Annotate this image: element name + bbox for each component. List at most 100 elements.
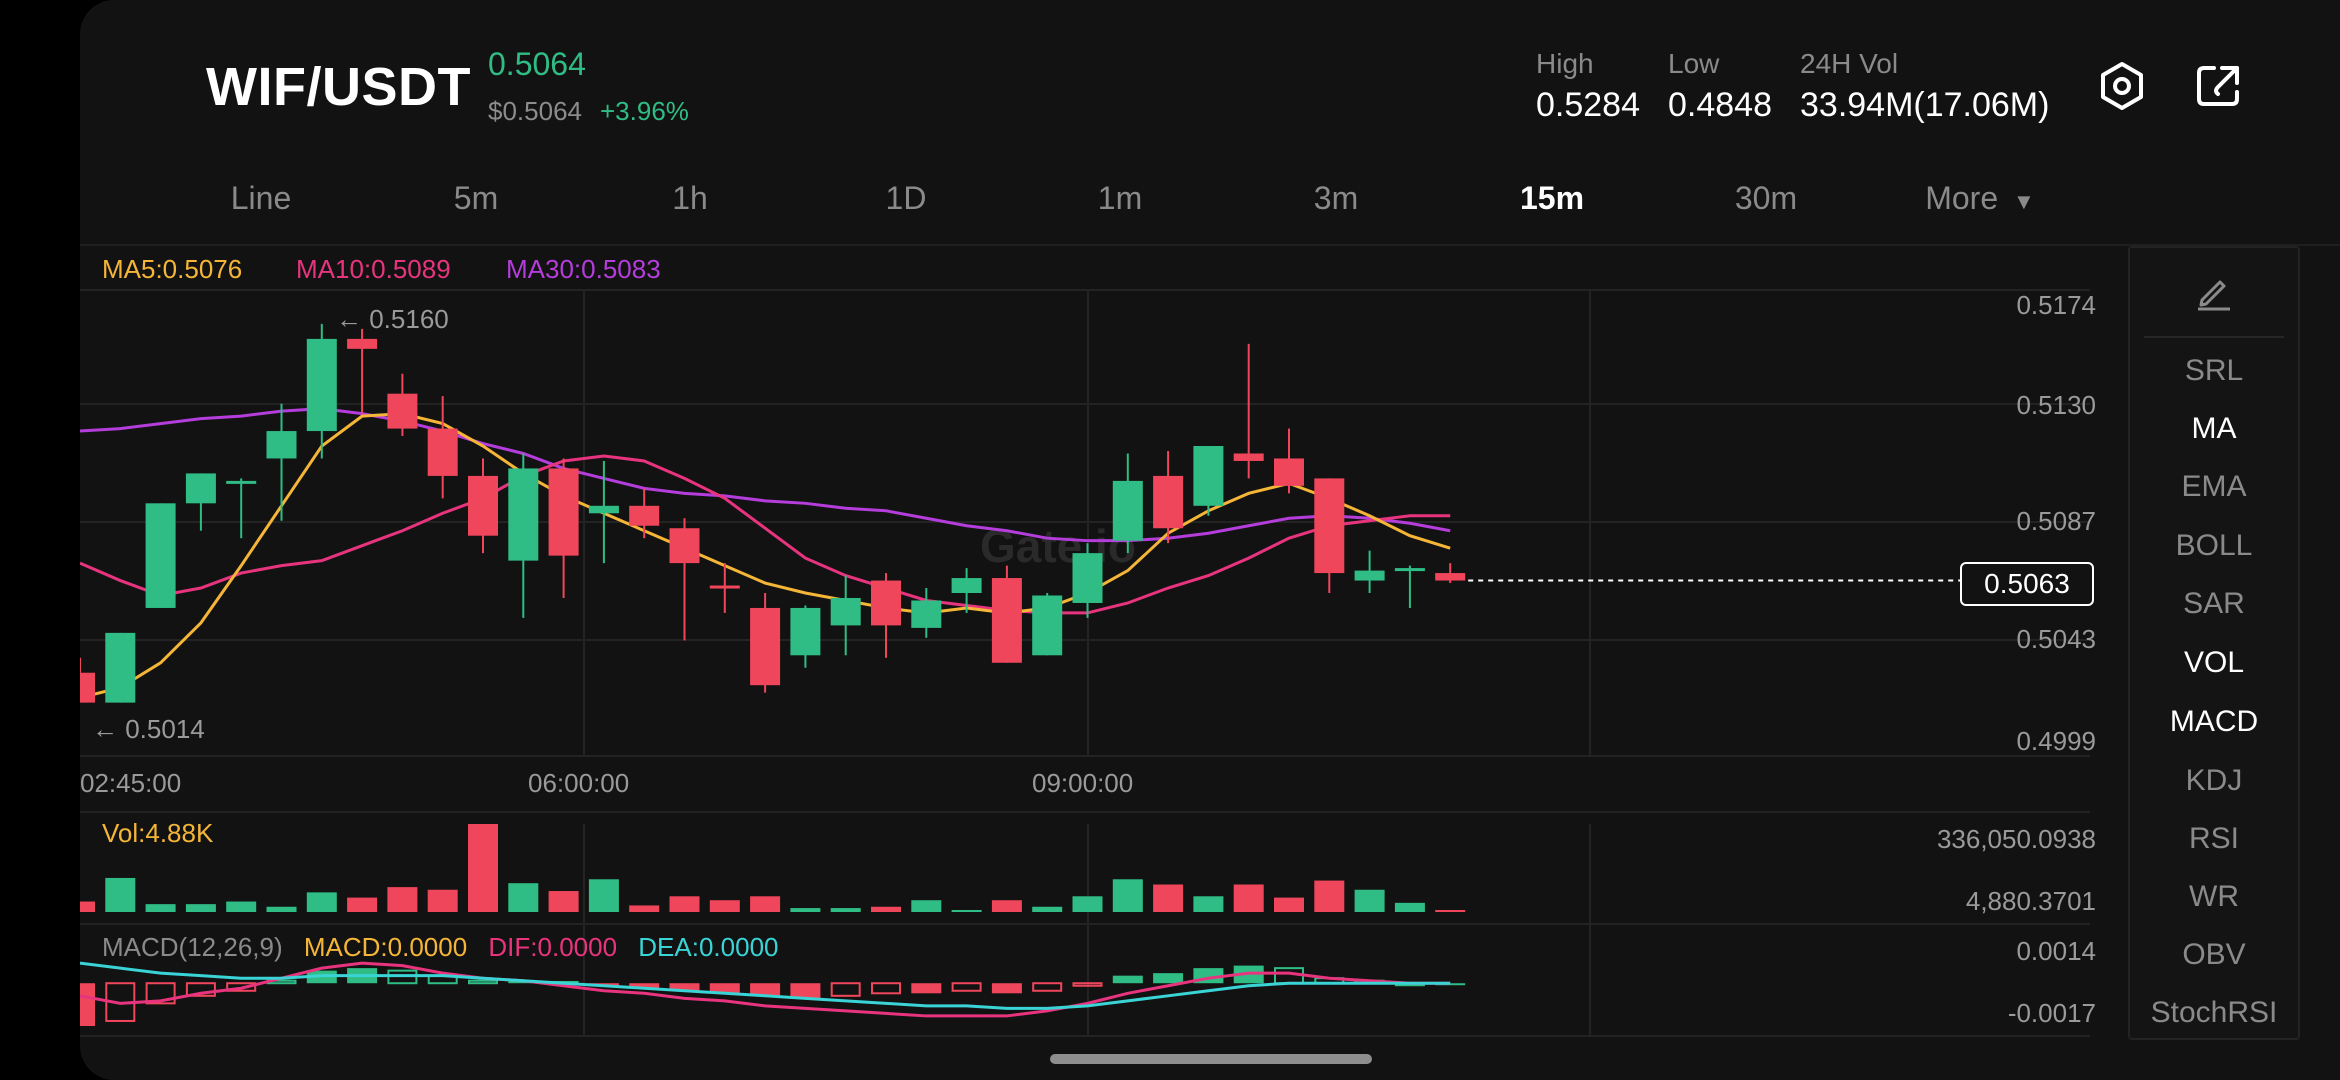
- macd-max-label: 0.0014: [2016, 936, 2096, 966]
- macd-hist-bar: [991, 983, 1022, 994]
- ma5-legend-text: MA5:0.5076: [102, 254, 243, 284]
- volume-bar: [508, 883, 539, 912]
- share-icon[interactable]: [2192, 60, 2244, 112]
- dea-line: [80, 961, 1451, 1010]
- change-percent: +3.96%: [600, 96, 689, 126]
- app-screen: WIF/USDT 0.5064 $0.5064 +3.96% High 0.52…: [80, 0, 2340, 1080]
- candle-body: [1274, 458, 1304, 486]
- time-tick-label: 02:45:00: [80, 768, 182, 798]
- tab-30m[interactable]: 30m: [1734, 180, 1798, 216]
- watermark: Gate.io: [980, 520, 1136, 572]
- indicator-boll[interactable]: BOLL: [2175, 529, 2253, 562]
- tab-3m[interactable]: 3m: [1313, 180, 1359, 216]
- candle-body: [1153, 475, 1184, 529]
- candle-body: [145, 503, 176, 608]
- candle-body: [1032, 595, 1063, 656]
- candle-body: [1354, 570, 1385, 581]
- tab-1h[interactable]: 1h: [672, 180, 708, 216]
- volume-bar: [468, 824, 498, 912]
- volume-bar: [750, 896, 781, 912]
- candle-body: [1112, 480, 1143, 541]
- macd-hist-bar: [750, 983, 781, 996]
- tab-15m[interactable]: 15m: [1519, 180, 1585, 216]
- macd-hist-bar: [629, 983, 660, 989]
- pair-title[interactable]: WIF/USDT: [206, 57, 471, 117]
- candle-body: [991, 578, 1022, 663]
- home-indicator[interactable]: [1050, 1054, 1372, 1064]
- macd-hist-bar: [226, 982, 257, 992]
- macd-params: MACD(12,26,9): [102, 932, 283, 962]
- tab-more[interactable]: More ▼: [1925, 180, 2035, 217]
- indicator-kdj[interactable]: KDJ: [2185, 764, 2243, 797]
- tab-line[interactable]: Line: [230, 180, 292, 216]
- volume-legend: Vol:4.88K: [102, 818, 214, 848]
- volume-bar: [105, 877, 136, 912]
- candle-body: [306, 338, 337, 432]
- candle-body: [226, 480, 257, 484]
- candle-body: [1435, 573, 1466, 581]
- candle-body: [709, 585, 740, 589]
- macd-hist-bar: [911, 983, 942, 994]
- tab-1d[interactable]: 1D: [885, 180, 927, 216]
- candle-body: [185, 473, 216, 504]
- candle-body: [548, 468, 579, 556]
- macd-hist-bar: [80, 983, 95, 1026]
- timeframe-bar: Line 5m 1h 1D 1m 3m 15m 30m More ▼: [80, 160, 2340, 246]
- low-label: Low: [1668, 48, 1720, 79]
- indicator-macd[interactable]: MACD: [2169, 705, 2259, 738]
- volume-bar: [1394, 902, 1425, 912]
- high-label: High: [1536, 48, 1594, 79]
- ma10-legend: MA10:0.5089: [296, 254, 451, 285]
- kline-chart[interactable]: Gate.io: [80, 0, 2340, 1080]
- settings-hex-icon[interactable]: [2096, 60, 2148, 112]
- candle-body: [871, 580, 901, 626]
- panel-divider: [2144, 336, 2284, 338]
- time-tick-label: 06:00:00: [528, 768, 630, 798]
- indicator-wr[interactable]: WR: [2189, 880, 2239, 913]
- pencil-draw-icon[interactable]: [2130, 268, 2298, 320]
- volume-bar: [226, 901, 257, 912]
- ma30-legend: MA30:0.5083: [506, 254, 661, 285]
- macd-hist-bar: [185, 982, 216, 997]
- volume-bar: [1354, 889, 1385, 912]
- macd-hist-bar: [1112, 975, 1143, 984]
- candle-body: [830, 597, 861, 626]
- indicator-sar[interactable]: SAR: [2183, 587, 2245, 620]
- volume-bar: [790, 908, 821, 912]
- macd-value: MACD:0.0000: [303, 932, 468, 962]
- price-tick-label: 0.5087: [2016, 506, 2096, 536]
- volume-bar: [347, 897, 378, 912]
- indicator-srl[interactable]: SRL: [2184, 354, 2244, 387]
- last-price: 0.5064: [488, 46, 586, 82]
- vol-24h-label: 24H Vol: [1800, 48, 1899, 79]
- volume-bar: [1314, 880, 1345, 912]
- indicator-ma[interactable]: MA: [2191, 412, 2237, 445]
- candle-body: [468, 475, 498, 536]
- indicator-rsi[interactable]: RSI: [2188, 822, 2239, 855]
- tab-5m[interactable]: 5m: [453, 180, 499, 216]
- volume-bar: [629, 905, 660, 912]
- price-tick-label: 0.5130: [2016, 390, 2096, 420]
- dif-line: [80, 961, 1451, 1018]
- dea-value: DEA:0.0000: [638, 932, 779, 962]
- vol-24h-value: 33.94M(17.06M): [1800, 86, 2050, 124]
- indicator-stochrsi[interactable]: StochRSI: [2150, 996, 2278, 1029]
- volume-bar: [306, 892, 337, 912]
- macd-hist-bar: [709, 983, 740, 994]
- volume-bar: [1032, 906, 1063, 912]
- indicator-vol[interactable]: VOL: [2183, 646, 2245, 679]
- tab-1m[interactable]: 1m: [1097, 180, 1143, 216]
- candle-body: [508, 468, 539, 561]
- fiat-price: $0.5064: [488, 96, 582, 126]
- candle-body: [105, 632, 136, 703]
- candle-body: [1072, 553, 1103, 603]
- volume-bar: [145, 904, 176, 912]
- volume-bar: [709, 900, 740, 912]
- indicator-obv[interactable]: OBV: [2182, 938, 2246, 971]
- indicator-ema[interactable]: EMA: [2181, 470, 2247, 503]
- candle-body: [750, 607, 781, 686]
- macd-min-label: -0.0017: [2007, 998, 2096, 1028]
- volume-bar: [911, 900, 942, 912]
- candle-body: [911, 600, 942, 628]
- volume-bar: [1153, 884, 1184, 912]
